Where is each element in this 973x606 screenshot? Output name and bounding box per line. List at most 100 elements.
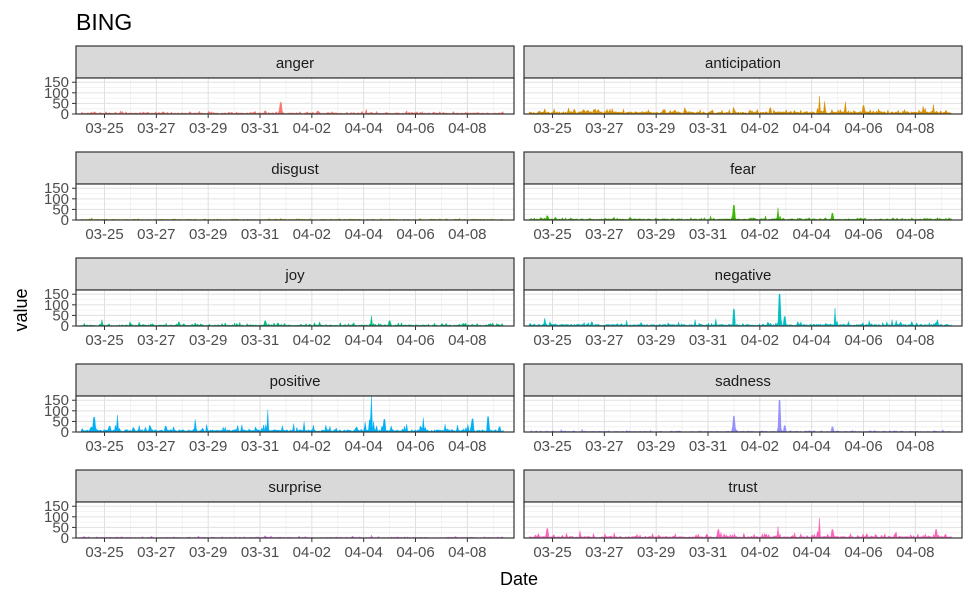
y-tick-label: 0 — [61, 212, 69, 229]
x-tick-label: 03-25 — [85, 332, 123, 349]
panel-background — [524, 502, 962, 538]
x-tick-label: 04-02 — [741, 226, 779, 243]
x-tick-label: 04-04 — [344, 438, 382, 455]
x-tick-label: 03-27 — [137, 226, 175, 243]
panel-background — [524, 184, 962, 220]
x-tick-label: 04-08 — [448, 332, 486, 349]
facet-panel-trust: trust 03-25 03-27 03-29 03-31 04-02 04-04 04-06… — [523, 469, 963, 561]
y-tick-label: 100 — [44, 403, 69, 420]
x-tick-label: 03-29 — [637, 438, 675, 455]
x-tick-label: 03-27 — [585, 120, 623, 137]
facet-strip-label: fear — [730, 161, 756, 178]
x-tick-label: 04-02 — [741, 332, 779, 349]
x-tick-label: 04-08 — [896, 226, 934, 243]
panels-layer: anger 03-25 03-27 03-29 03-31 04-02 04-04 04-06… — [44, 45, 963, 561]
facet-panel-sadness: sadness 03-25 03-27 03-29 03-31 04-02 04-04 04-… — [523, 363, 963, 455]
x-tick-label: 03-25 — [85, 438, 123, 455]
series-area-anger — [81, 102, 504, 115]
x-tick-label: 04-08 — [896, 544, 934, 561]
x-tick-label: 04-02 — [293, 544, 331, 561]
x-tick-label: 04-04 — [792, 226, 830, 243]
x-tick-label: 03-25 — [85, 120, 123, 137]
x-tick-label: 03-31 — [689, 226, 727, 243]
x-tick-label: 04-06 — [844, 120, 882, 137]
facet-strip — [75, 363, 515, 397]
panel-background — [76, 502, 514, 538]
x-tick-label: 04-08 — [448, 544, 486, 561]
y-tick-label: 150 — [44, 74, 69, 91]
facet-strip-label: negative — [715, 267, 772, 284]
x-tick-label: 03-25 — [85, 544, 123, 561]
y-tick-label: 50 — [52, 519, 69, 536]
x-tick-label: 03-27 — [137, 438, 175, 455]
y-tick-label: 150 — [44, 392, 69, 409]
x-tick-label: 04-04 — [344, 226, 382, 243]
panel-background — [524, 78, 962, 114]
x-tick-label: 04-08 — [448, 438, 486, 455]
panel-border — [523, 77, 963, 115]
panel-background — [524, 396, 962, 432]
facet-strip-label: disgust — [271, 161, 319, 178]
panel-border — [75, 395, 515, 433]
y-tick-label: 100 — [44, 191, 69, 208]
x-tick-label: 03-25 — [533, 120, 571, 137]
panel-border — [523, 183, 963, 221]
panel-border — [523, 289, 963, 327]
panel-border — [75, 501, 515, 539]
panel-border — [75, 183, 515, 221]
series-area-negative — [529, 294, 952, 327]
x-tick-label: 04-06 — [844, 438, 882, 455]
x-tick-label: 03-27 — [585, 332, 623, 349]
facet-strip-label: anticipation — [705, 55, 781, 72]
y-tick-label: 0 — [61, 318, 69, 335]
facet-panel-fear: fear 03-25 03-27 03-29 03-31 04-02 04-04 04-06 0… — [523, 151, 963, 243]
facet-strip — [523, 363, 963, 397]
x-tick-label: 04-08 — [896, 120, 934, 137]
panel-border — [75, 289, 515, 327]
y-tick-label: 100 — [44, 85, 69, 102]
x-tick-label: 04-04 — [344, 544, 382, 561]
facet-strip-label: surprise — [268, 479, 321, 496]
x-tick-label: 04-02 — [741, 120, 779, 137]
chart-title: BING — [76, 9, 132, 35]
x-tick-label: 03-31 — [241, 120, 279, 137]
x-tick-label: 04-06 — [396, 120, 434, 137]
y-tick-label: 50 — [52, 413, 69, 430]
panel-background — [524, 290, 962, 326]
x-tick-label: 03-25 — [533, 332, 571, 349]
x-tick-label: 04-04 — [792, 332, 830, 349]
x-tick-label: 03-27 — [137, 332, 175, 349]
x-tick-label: 03-25 — [533, 544, 571, 561]
x-tick-label: 03-31 — [241, 544, 279, 561]
y-tick-label: 150 — [44, 180, 69, 197]
x-tick-label: 03-25 — [85, 226, 123, 243]
x-tick-label: 04-06 — [396, 332, 434, 349]
x-tick-label: 04-08 — [896, 438, 934, 455]
x-axis-title: Date — [500, 569, 538, 589]
facet-strip-label: positive — [270, 373, 321, 390]
facet-strip-label: anger — [276, 55, 314, 72]
x-tick-label: 04-04 — [344, 120, 382, 137]
x-tick-label: 03-27 — [137, 120, 175, 137]
y-tick-label: 0 — [61, 106, 69, 123]
x-tick-label: 03-25 — [533, 226, 571, 243]
panel-border — [75, 77, 515, 115]
x-tick-label: 03-29 — [637, 544, 675, 561]
y-tick-label: 100 — [44, 297, 69, 314]
x-tick-label: 04-02 — [293, 332, 331, 349]
x-tick-label: 03-29 — [189, 226, 227, 243]
x-tick-label: 04-06 — [396, 438, 434, 455]
x-tick-label: 04-06 — [396, 544, 434, 561]
x-tick-label: 03-29 — [189, 438, 227, 455]
y-tick-label: 150 — [44, 286, 69, 303]
x-tick-label: 03-31 — [689, 120, 727, 137]
x-tick-label: 04-04 — [792, 544, 830, 561]
series-area-sadness — [529, 400, 952, 433]
facet-panel-surprise: surprise 03-25 03-27 03-29 03-31 04-02 04-04 04… — [44, 469, 515, 561]
x-tick-label: 03-29 — [637, 226, 675, 243]
series-area-anticipation — [529, 95, 952, 115]
x-tick-label: 03-27 — [137, 544, 175, 561]
x-tick-label: 04-04 — [344, 332, 382, 349]
